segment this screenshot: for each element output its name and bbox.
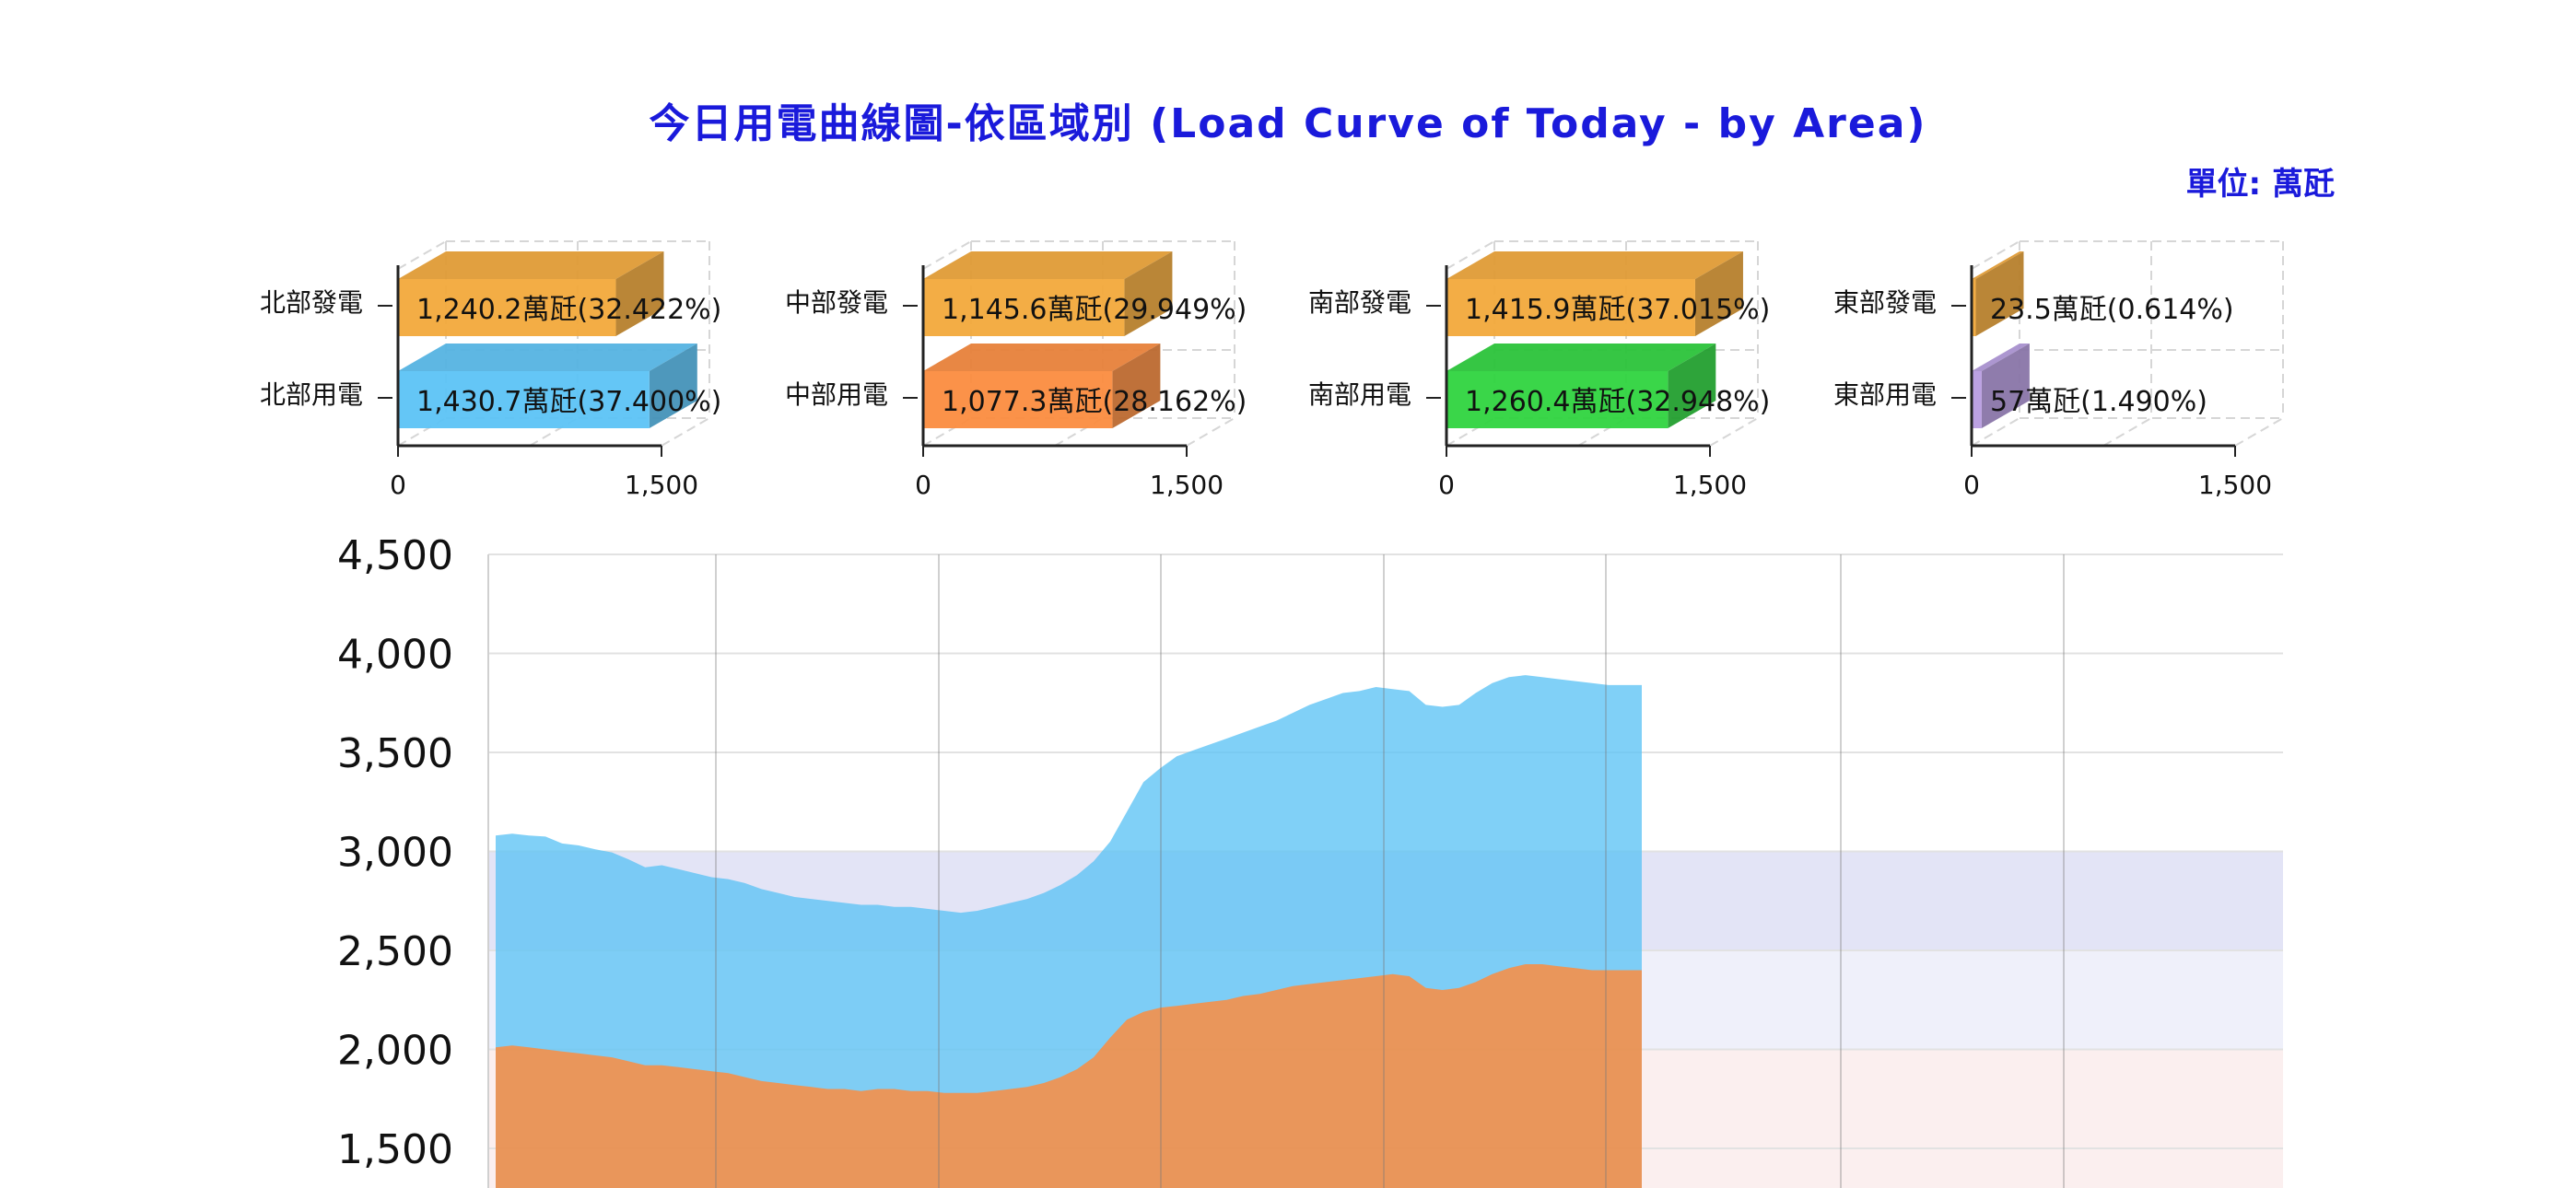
bar-x-tick-label: 0	[1963, 470, 1980, 500]
bar-x-tick-label: 0	[390, 470, 406, 500]
bar-x-tick-label: 0	[915, 470, 931, 500]
area-plot: 1,500 2,000 2,500 3,000 3,500 4,000 4,500	[337, 532, 2283, 1188]
bar-east-0	[1972, 279, 1976, 336]
bar-category-label: 南部發電	[1308, 287, 1411, 318]
y-tick-label: 2,000	[337, 1028, 453, 1075]
bar-category-label: 東部發電	[1833, 287, 1937, 318]
bar-x-tick-label: 1,500	[2198, 470, 2272, 500]
bar-category-label: 中部用電	[785, 379, 888, 410]
area-series-1	[496, 964, 1642, 1188]
bar-x-tick-label: 1,500	[1150, 470, 1224, 500]
y-tick-label: 3,000	[337, 830, 453, 877]
bar-side-face	[1124, 251, 1173, 336]
bar-grid-line	[1971, 240, 2020, 270]
bar-side-face	[1694, 251, 1743, 336]
bar-value-label: 1,430.7萬瓩(37.400%)	[416, 386, 721, 418]
bar-x-tick-label: 0	[1438, 470, 1455, 500]
bar-south-1	[1446, 371, 1669, 428]
bar-side-face	[615, 251, 664, 336]
bar-side-face	[649, 344, 697, 428]
bar-panel-south: 1,415.9萬瓩(37.015%) 南部發電 1,260.4萬瓩(32.948%)…	[1308, 240, 1770, 500]
bar-grid-line	[1709, 417, 1759, 447]
bar-top-face	[398, 344, 697, 371]
bar-x-tick-label: 1,500	[625, 470, 698, 500]
bar-value-label: 1,260.4萬瓩(32.948%)	[1465, 386, 1770, 418]
y-tick-label: 4,000	[337, 632, 453, 679]
bar-grid-line	[2102, 417, 2152, 447]
bar-top-face	[1972, 344, 2030, 371]
bar-grid-line	[1446, 240, 1495, 270]
bar-value-label: 1,145.6萬瓩(29.949%)	[942, 294, 1247, 326]
bar-grid-line	[397, 240, 447, 270]
bar-grid-line	[661, 417, 710, 447]
bar-grid-line	[2234, 417, 2284, 447]
bar-central-0	[923, 279, 1125, 336]
bar-side-face	[1975, 251, 2024, 336]
regional-bar-charts: 1,240.2萬瓩(32.422%) 北部發電 1,430.7萬瓩(37.400%)…	[260, 240, 2284, 500]
bar-value-label: 1,240.2萬瓩(32.422%)	[416, 294, 721, 326]
bar-value-label: 57萬瓩(1.490%)	[1990, 386, 2207, 418]
bar-value-label: 1,415.9萬瓩(37.015%)	[1465, 294, 1770, 326]
bar-top-face	[1446, 344, 1716, 371]
bar-x-tick-label: 1,500	[1673, 470, 1747, 500]
bar-south-0	[1446, 279, 1695, 336]
unit-label: 單位: 萬瓩	[2185, 166, 2335, 203]
bar-top-face	[1446, 251, 1743, 279]
y-tick-label: 3,500	[337, 730, 453, 777]
chart-title: 今日用電曲線圖-依區域別 (Load Curve of Today - by A…	[649, 100, 1927, 147]
bar-north-1	[398, 371, 650, 428]
bar-top-face	[923, 344, 1161, 371]
bar-category-label: 北部用電	[260, 379, 363, 410]
bar-east-1	[1972, 371, 1982, 428]
y-tick-label: 1,500	[337, 1126, 453, 1173]
bar-central-1	[923, 371, 1113, 428]
bar-side-face	[1112, 344, 1161, 428]
bar-top-face	[923, 251, 1173, 279]
bar-category-label: 北部發電	[260, 287, 363, 318]
bar-category-label: 中部發電	[785, 287, 888, 318]
y-tick-label: 2,500	[337, 928, 453, 975]
bar-category-label: 南部用電	[1308, 379, 1411, 410]
bar-value-label: 23.5萬瓩(0.614%)	[1990, 294, 2234, 326]
bar-panel-east: 23.5萬瓩(0.614%) 東部發電 57萬瓩(1.490%) 東部用電 0 1,500	[1833, 240, 2284, 500]
y-tick-label: 4,500	[337, 532, 453, 579]
bar-north-0	[398, 279, 616, 336]
bar-grid-line	[1186, 417, 1235, 447]
bar-top-face	[398, 251, 664, 279]
bar-grid-line	[922, 240, 972, 270]
bar-top-face	[1972, 251, 2024, 279]
bar-grid-line	[1971, 417, 2020, 447]
bar-side-face	[1981, 344, 2030, 428]
bar-panel-central: 1,145.6萬瓩(29.949%) 中部發電 1,077.3萬瓩(28.162%)…	[785, 240, 1247, 500]
bar-category-label: 東部用電	[1833, 379, 1937, 410]
bar-side-face	[1668, 344, 1716, 428]
bar-panel-north: 1,240.2萬瓩(32.422%) 北部發電 1,430.7萬瓩(37.400%)…	[260, 240, 721, 500]
bar-value-label: 1,077.3萬瓩(28.162%)	[942, 386, 1247, 418]
